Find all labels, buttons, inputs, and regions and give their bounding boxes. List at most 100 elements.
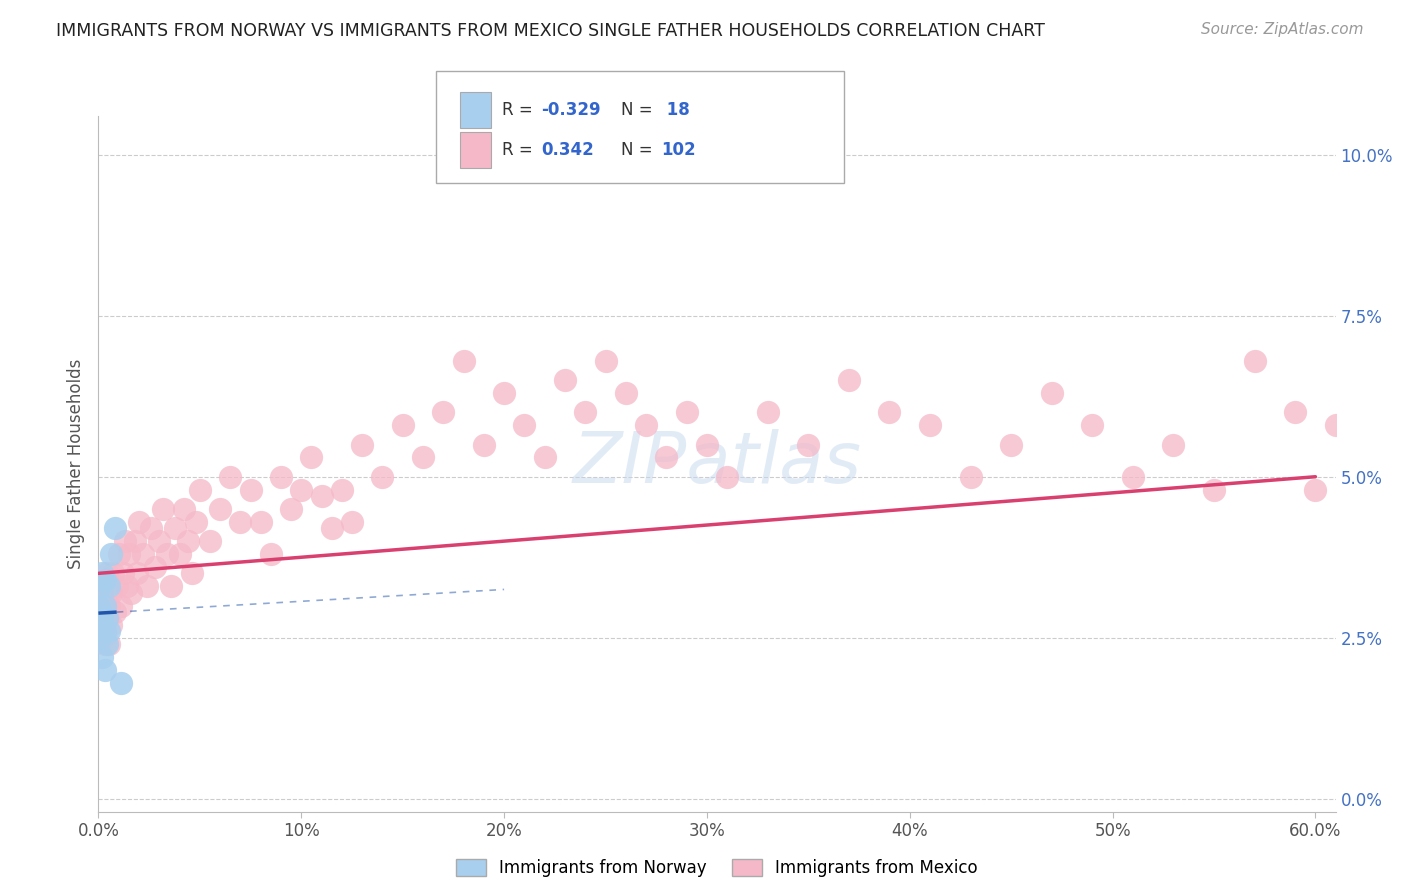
Point (1344, 450, 1367, 465)
Point (96, 637, 118, 651)
Point (110, 599, 132, 613)
Point (797, 437, 820, 451)
Point (716, 469, 738, 483)
Point (321, 521, 343, 535)
Point (1324, 418, 1347, 433)
Point (756, 405, 779, 419)
Point (111, 566, 134, 581)
Point (432, 405, 454, 419)
Text: N =: N = (621, 101, 658, 119)
Point (93, 599, 115, 613)
Point (96, 611, 118, 625)
Point (101, 566, 124, 581)
Point (1284, 405, 1306, 419)
Point (1305, 483, 1327, 497)
Y-axis label: Single Father Households: Single Father Households (66, 359, 84, 569)
Point (165, 521, 187, 535)
Point (125, 566, 148, 581)
Point (249, 515, 271, 529)
Point (173, 502, 195, 516)
Point (100, 585, 122, 599)
Point (89, 599, 111, 613)
Point (104, 521, 127, 535)
Point (412, 450, 434, 465)
Point (280, 502, 302, 516)
Text: 0.342: 0.342 (541, 141, 595, 159)
Point (90, 611, 112, 625)
Point (104, 605, 127, 619)
Text: -0.329: -0.329 (541, 101, 600, 119)
Point (959, 469, 981, 483)
Point (128, 515, 150, 529)
Point (1385, 515, 1406, 529)
Point (311, 489, 333, 503)
Text: 18: 18 (661, 101, 689, 119)
Point (89, 631, 111, 645)
Point (696, 437, 718, 451)
Point (118, 547, 141, 561)
Point (1163, 437, 1185, 451)
Point (391, 418, 413, 433)
Point (1122, 469, 1144, 483)
Text: R =: R = (502, 141, 543, 159)
Point (97, 637, 120, 651)
Point (188, 483, 211, 497)
Point (114, 534, 136, 549)
Point (89, 579, 111, 593)
Point (918, 418, 941, 433)
Point (330, 483, 353, 497)
Point (453, 353, 475, 368)
Point (260, 547, 283, 561)
Point (107, 547, 129, 561)
Point (93, 663, 115, 677)
Point (132, 547, 155, 561)
Point (97, 579, 120, 593)
Point (636, 418, 658, 433)
Point (100, 618, 122, 632)
Text: 102: 102 (661, 141, 696, 159)
Point (91, 585, 114, 599)
Point (91, 566, 114, 581)
Point (97, 599, 120, 613)
Point (472, 437, 495, 451)
Point (136, 579, 159, 593)
Point (93, 599, 115, 613)
Point (124, 534, 146, 549)
Point (675, 405, 697, 419)
Text: IMMIGRANTS FROM NORWAY VS IMMIGRANTS FROM MEXICO SINGLE FATHER HOUSEHOLDS CORREL: IMMIGRANTS FROM NORWAY VS IMMIGRANTS FRO… (56, 22, 1045, 40)
Point (270, 469, 292, 483)
Point (141, 521, 163, 535)
Point (879, 405, 901, 419)
Point (169, 547, 191, 561)
Point (595, 353, 617, 368)
Point (198, 534, 221, 549)
Point (229, 515, 252, 529)
Point (1040, 386, 1063, 401)
Point (91, 631, 114, 645)
Point (176, 534, 198, 549)
Point (299, 450, 322, 465)
Point (93, 637, 115, 651)
Point (120, 585, 142, 599)
Point (105, 579, 128, 593)
Point (91, 650, 114, 665)
Point (1081, 418, 1104, 433)
Point (352, 437, 374, 451)
Point (91, 611, 114, 625)
Point (89, 579, 111, 593)
Text: N =: N = (621, 141, 658, 159)
Point (110, 676, 132, 690)
Text: Source: ZipAtlas.com: Source: ZipAtlas.com (1201, 22, 1364, 37)
Point (160, 579, 183, 593)
Point (494, 386, 516, 401)
Point (209, 502, 232, 516)
Point (371, 469, 394, 483)
Point (655, 450, 678, 465)
Point (1243, 353, 1265, 368)
Point (513, 418, 536, 433)
Point (1000, 437, 1022, 451)
Point (93, 624, 115, 639)
Point (93, 573, 115, 587)
Point (554, 373, 576, 387)
Point (219, 469, 242, 483)
